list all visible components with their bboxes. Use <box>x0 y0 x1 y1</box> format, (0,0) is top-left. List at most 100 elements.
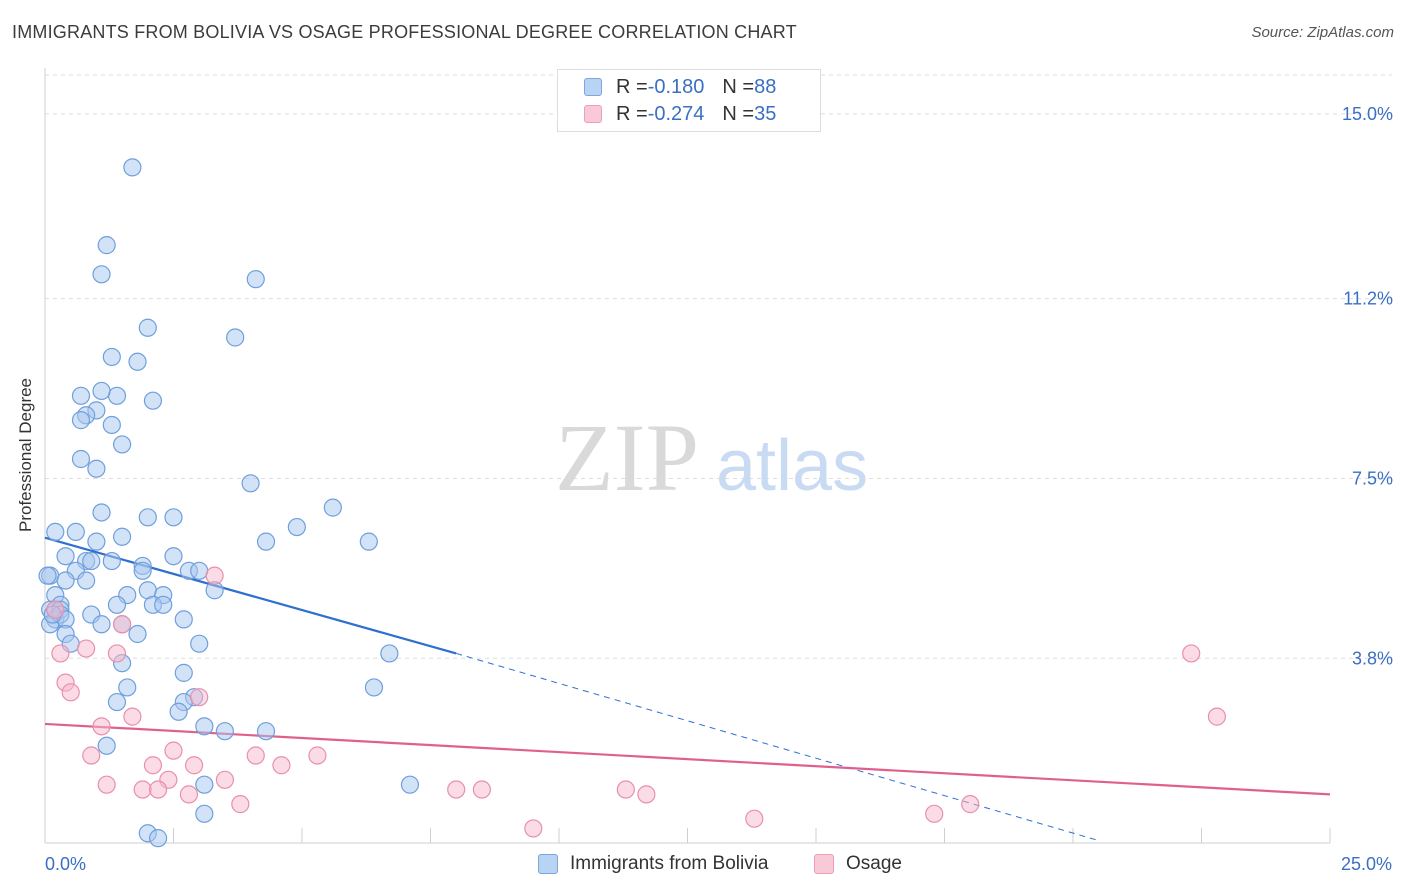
y-tick-label: 7.5% <box>1352 468 1393 488</box>
bolivia-trend-extension <box>456 652 1099 842</box>
gridlines <box>45 74 1392 659</box>
bolivia-point <box>323 498 342 517</box>
legend-row-bolivia: R = -0.180 N = 88 <box>584 75 776 99</box>
watermark-zip: ZIP <box>555 404 699 511</box>
bolivia-point <box>107 386 127 405</box>
osage-point <box>1182 644 1201 663</box>
osage-point <box>215 770 234 789</box>
bolivia-point <box>287 517 306 537</box>
legend-swatch-osage <box>584 105 602 123</box>
bolivia-point <box>190 561 209 580</box>
bolivia-point <box>195 717 214 736</box>
bolivia-point <box>56 571 75 590</box>
bolivia-point <box>77 571 96 590</box>
osage-point <box>143 756 163 775</box>
bolivia-point <box>102 415 121 435</box>
bolivia-point <box>66 522 85 542</box>
bolivia-point <box>87 459 106 478</box>
bolivia-point <box>38 566 57 585</box>
bolivia-point <box>107 595 127 614</box>
bolivia-point <box>71 386 91 405</box>
osage-point <box>447 780 466 799</box>
osage-point <box>637 785 656 804</box>
bolivia-point <box>241 474 260 493</box>
bolivia-point <box>118 678 137 697</box>
legend-n-label: N = <box>722 102 755 125</box>
osage-point <box>92 717 111 736</box>
bolivia-point <box>256 722 276 741</box>
bolivia-point <box>164 508 183 527</box>
correlation-legend: R = -0.180 N = 88 R = -0.274 N = 35 <box>557 69 821 132</box>
y-tick-label: 11.2% <box>1343 289 1393 309</box>
osage-point <box>524 819 543 838</box>
osage-point <box>961 795 980 814</box>
bolivia-point <box>148 829 168 848</box>
osage-point <box>616 780 635 799</box>
chart-title: IMMIGRANTS FROM BOLIVIA VS OSAGE PROFESS… <box>12 22 797 42</box>
y-tick-label: 15.0% <box>1342 104 1393 124</box>
bolivia-point <box>56 547 75 566</box>
tick-labels: 3.8% 7.5% 11.2% 15.0% 0.0% 25.0% <box>45 104 1393 874</box>
source-label: Source: ZipAtlas.com <box>1251 24 1394 41</box>
legend-r-label: R = <box>616 102 648 125</box>
watermark: ZIP atlas <box>555 404 868 511</box>
osage-point <box>107 644 127 663</box>
bolivia-point <box>359 532 378 551</box>
bolivia-point <box>195 804 214 823</box>
bolivia-point <box>400 775 420 794</box>
bottom-legend-swatch-osage <box>814 854 834 874</box>
bolivia-point <box>107 692 127 712</box>
osage-point <box>925 804 944 823</box>
osage-point <box>97 775 116 794</box>
osage-point <box>246 746 265 765</box>
bolivia-point <box>128 624 147 644</box>
bolivia-point <box>123 158 142 177</box>
bolivia-point <box>92 381 111 401</box>
osage-point <box>308 746 327 765</box>
legend-swatch-bolivia <box>584 78 602 96</box>
trend-lines <box>44 536 1331 842</box>
bolivia-point <box>154 595 173 614</box>
bolivia-point <box>71 411 91 430</box>
watermark-atlas: atlas <box>716 426 868 506</box>
bolivia-point <box>112 527 132 546</box>
osage-point <box>164 741 183 760</box>
bolivia-point <box>92 615 111 634</box>
osage-point <box>123 707 142 726</box>
bolivia-point <box>246 270 265 289</box>
bolivia-point <box>82 551 101 571</box>
bolivia-point <box>380 644 399 663</box>
bolivia-point <box>92 503 111 522</box>
legend-r-value-bolivia: -0.180 <box>647 75 705 98</box>
bolivia-point <box>87 532 106 551</box>
legend-r-label: R = <box>616 75 648 98</box>
legend-n-value-bolivia: 88 <box>754 75 777 98</box>
bolivia-point <box>169 702 188 721</box>
bottom-legend-bolivia[interactable]: Immigrants from Bolivia <box>538 852 769 876</box>
osage-point <box>190 688 209 707</box>
bottom-legend-osage[interactable]: Osage <box>814 852 902 876</box>
osage-point <box>51 644 70 663</box>
osage-point <box>205 566 224 585</box>
bolivia-point <box>190 634 209 653</box>
bolivia-point <box>112 435 132 454</box>
bolivia-point <box>97 736 116 755</box>
bottom-legend-label-bolivia: Immigrants from Bolivia <box>570 853 769 874</box>
bolivia-point <box>102 347 121 367</box>
bottom-legend-swatch-bolivia <box>538 854 558 874</box>
bolivia-point <box>364 678 384 697</box>
legend-row-osage: R = -0.274 N = 35 <box>584 102 776 126</box>
bolivia-point <box>164 547 183 566</box>
osage-point <box>133 780 152 799</box>
bolivia-point <box>128 352 147 371</box>
bolivia-point <box>97 236 116 255</box>
data-points <box>38 158 1227 848</box>
bolivia-point <box>174 663 193 682</box>
bolivia-point <box>215 722 234 741</box>
osage-point <box>82 746 101 765</box>
bolivia-point <box>256 532 276 551</box>
osage-point <box>46 600 65 619</box>
osage-point <box>77 639 96 658</box>
legend-r-value-osage: -0.274 <box>647 102 705 125</box>
